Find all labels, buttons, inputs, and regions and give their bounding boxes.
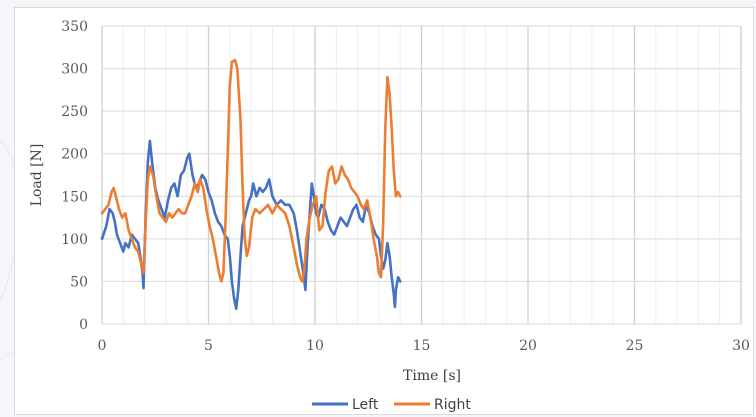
y-tick-label: 0 [79, 317, 88, 333]
x-axis-ticks: 0 5 10 15 20 25 30 [98, 338, 750, 354]
y-tick-label: 100 [61, 232, 88, 248]
y-tick-label: 350 [61, 19, 88, 35]
series-line-left [100, 139, 402, 310]
major-gridlines [101, 25, 742, 325]
y-axis-title: Load [N] [29, 144, 45, 207]
y-axis-ticks: 0 50 100 150 200 250 300 350 [61, 19, 88, 333]
x-tick-label: 15 [413, 338, 431, 354]
x-tick-label: 0 [98, 338, 107, 354]
x-tick-label: 25 [626, 338, 644, 354]
y-tick-label: 300 [61, 62, 88, 78]
x-tick-label: 20 [519, 338, 537, 354]
x-tick-label: 5 [204, 338, 213, 354]
y-tick-label: 250 [61, 104, 88, 120]
y-tick-label: 150 [61, 189, 88, 205]
x-tick-label: 30 [732, 338, 750, 354]
legend-label-left: Left [352, 397, 379, 413]
x-tick-label: 10 [306, 338, 324, 354]
y-tick-label: 50 [70, 274, 88, 290]
series-layer [100, 58, 402, 310]
series-line-right [100, 58, 402, 283]
minor-gridlines [122, 26, 721, 324]
legend-label-right: Right [434, 397, 471, 413]
x-axis-title: Time [s] [403, 368, 461, 384]
y-tick-label: 200 [61, 147, 88, 163]
legend: Left Right [312, 397, 471, 413]
